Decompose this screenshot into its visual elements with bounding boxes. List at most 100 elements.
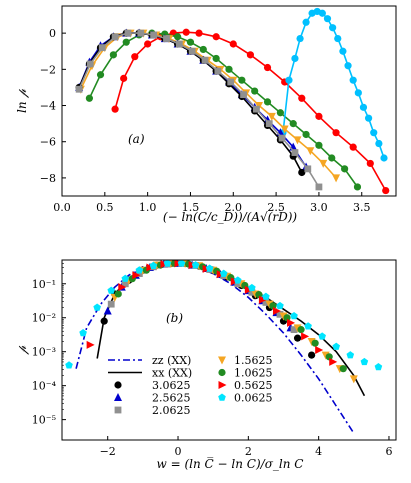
legend-entry: 0.0625 <box>234 392 273 405</box>
data-point <box>302 18 310 26</box>
data-point <box>248 288 256 296</box>
legend-entry: 1.5625 <box>234 354 273 367</box>
data-point <box>109 51 117 59</box>
data-point <box>229 40 237 48</box>
data-point <box>306 147 315 156</box>
data-point <box>290 312 298 320</box>
data-point <box>132 271 141 280</box>
data-point <box>212 33 220 41</box>
y-tick-label: −4 <box>40 100 56 113</box>
x-tick-label: 2 <box>245 445 252 458</box>
legend-marker <box>218 393 226 401</box>
y-tick-label: −8 <box>40 172 56 185</box>
data-point <box>195 29 203 37</box>
data-point <box>304 322 312 330</box>
data-point <box>339 47 347 55</box>
legend-entry: 2.5625 <box>152 392 191 405</box>
data-point <box>341 165 349 173</box>
data-point <box>311 339 319 347</box>
data-point <box>276 109 284 117</box>
data-point <box>272 306 281 315</box>
data-point <box>253 105 260 113</box>
x-tick-label: 1.0 <box>139 201 157 214</box>
panel-b: −2 0 2 4 6 10⁻¹ 10⁻² 10⁻³ 10⁻⁴ 10⁻⁵ (b) w = (ln C̅ … <box>15 259 397 471</box>
data-point <box>349 143 357 151</box>
data-point <box>124 29 132 37</box>
x-tick-label: 0 <box>175 445 182 458</box>
x-tick-label: 2.0 <box>225 201 243 214</box>
data-point <box>177 260 186 267</box>
x-axis-label-b: w = (ln C̅ − ln C)/σ_ln C <box>157 456 304 471</box>
data-point <box>191 261 200 269</box>
x-tick-label: 2.5 <box>267 201 285 214</box>
data-point <box>111 33 119 41</box>
data-point <box>297 326 305 334</box>
data-point <box>174 33 182 41</box>
data-point <box>201 56 209 64</box>
y-tick-label: −6 <box>40 136 56 149</box>
data-point <box>319 159 328 168</box>
data-point <box>269 302 277 310</box>
data-point <box>291 54 299 63</box>
legend-marker <box>218 356 226 365</box>
data-point <box>323 15 332 23</box>
data-point <box>353 183 362 191</box>
data-point <box>182 28 190 36</box>
data-point <box>96 71 105 79</box>
data-point <box>276 301 284 310</box>
data-point <box>293 334 302 342</box>
axes-frame-a <box>61 5 397 197</box>
data-point <box>263 98 272 106</box>
data-point <box>135 270 143 277</box>
data-point <box>225 65 233 73</box>
data-point <box>315 183 323 191</box>
data-point <box>298 94 306 102</box>
data-point <box>332 129 340 137</box>
data-point <box>318 332 326 340</box>
data-point <box>334 34 342 43</box>
x-tick-label: −2 <box>100 445 116 458</box>
data-point <box>146 263 155 272</box>
data-point <box>301 332 310 341</box>
data-point <box>349 375 358 384</box>
series-line <box>282 10 385 159</box>
legend-entry: 0.5625 <box>234 379 273 392</box>
data-point <box>349 76 357 84</box>
data-point <box>75 85 83 93</box>
data-point <box>332 342 341 350</box>
legend-marker <box>218 381 227 389</box>
data-point <box>163 260 172 267</box>
data-point <box>380 154 388 162</box>
data-point <box>100 317 108 325</box>
data-point <box>258 295 267 304</box>
data-point <box>65 361 73 369</box>
data-point <box>293 136 302 145</box>
legend-entry: zz (XX) <box>152 354 191 367</box>
data-point <box>304 165 312 173</box>
y-axis-label-a: ln 𝓅 <box>15 89 29 113</box>
data-point <box>296 34 304 43</box>
panel-a: 0.0 0.5 1.0 1.5 2.0 2.5 3.0 3.5 0 −2 −4 −6 −8 (a) (− l… <box>15 5 397 224</box>
data-point <box>287 318 296 327</box>
plot-area-a <box>75 7 390 195</box>
data-point <box>246 51 255 59</box>
panel-label-a: (a) <box>128 132 145 146</box>
legend-marker <box>114 393 122 401</box>
data-point <box>111 105 119 113</box>
x-axis-label-a: (− ln(C/c_D))/(A√(rD)) <box>163 210 297 224</box>
legend-entry: xx (XX) <box>152 367 192 380</box>
data-point <box>120 74 128 82</box>
data-point <box>267 112 276 121</box>
x-tick-label: 1.5 <box>182 201 200 214</box>
legend-marker <box>114 406 122 414</box>
y-tick-label: 10⁻⁴ <box>32 380 57 393</box>
y-tick-label: 0 <box>49 27 56 40</box>
x-tick-label: 0.0 <box>53 201 71 214</box>
legend-marker <box>114 381 122 389</box>
data-point <box>265 120 273 128</box>
data-point <box>85 94 94 102</box>
data-point <box>114 290 122 298</box>
y-axis-label-b: 𝓅 <box>15 345 29 355</box>
